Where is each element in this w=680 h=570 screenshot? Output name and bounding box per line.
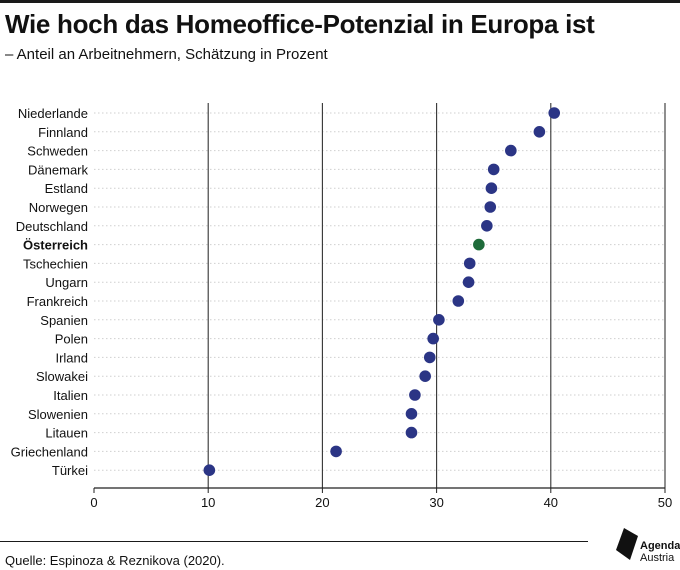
bottom-rule bbox=[0, 541, 588, 542]
y-category-label: Spanien bbox=[40, 313, 88, 328]
y-category-label: Frankreich bbox=[27, 294, 88, 309]
y-category-label: Estland bbox=[45, 181, 88, 196]
y-category-label: Tschechien bbox=[23, 256, 88, 271]
data-point bbox=[423, 351, 436, 364]
data-point bbox=[462, 276, 475, 289]
y-category-label: Litauen bbox=[45, 426, 88, 441]
y-axis-labels: Niederlande Finnland Schweden Dänemark Estla… bbox=[11, 106, 89, 478]
logo-line-2: Austria bbox=[640, 552, 675, 564]
data-point bbox=[433, 314, 445, 326]
y-category-label: Slowenien bbox=[28, 407, 88, 422]
x-tick-label: 10 bbox=[201, 495, 215, 510]
data-point bbox=[203, 464, 216, 477]
data-point-highlight bbox=[473, 238, 485, 251]
data-point bbox=[548, 107, 561, 119]
data-point bbox=[427, 332, 439, 345]
y-category-label: Italien bbox=[53, 388, 88, 403]
y-category-label: Slowakei bbox=[36, 369, 88, 384]
data-point bbox=[481, 220, 493, 232]
logo-wordmark: Agenda Austria bbox=[640, 540, 680, 564]
x-axis: 0 10 20 30 40 50 bbox=[90, 487, 672, 510]
x-tick-label: 50 bbox=[658, 495, 672, 510]
data-point bbox=[405, 426, 418, 439]
y-category-label: Polen bbox=[55, 332, 88, 347]
data-point bbox=[485, 182, 498, 194]
data-point bbox=[452, 295, 465, 307]
data-point bbox=[405, 408, 418, 420]
top-rule bbox=[0, 0, 680, 3]
dot-plot: 0 10 20 30 40 50 Niederlande Finnland Schweden D… bbox=[11, 103, 672, 510]
data-point bbox=[419, 370, 431, 383]
chart-subtitle: – Anteil an Arbeitnehmern, Schätzung in … bbox=[5, 46, 328, 63]
x-tick-label: 0 bbox=[90, 495, 97, 510]
data-point bbox=[533, 126, 546, 138]
row-guides bbox=[94, 112, 665, 471]
x-tick-label: 20 bbox=[315, 495, 329, 510]
y-category-label: Irland bbox=[55, 350, 88, 365]
major-gridlines bbox=[207, 103, 666, 488]
y-category-label: Dänemark bbox=[28, 162, 88, 177]
logo-line-1: Agenda bbox=[640, 540, 680, 552]
y-category-label: Niederlande bbox=[18, 106, 88, 121]
data-point bbox=[409, 389, 421, 401]
y-category-label: Deutschland bbox=[16, 219, 88, 234]
agenda-austria-logo-icon bbox=[616, 528, 638, 560]
y-category-label: Ungarn bbox=[45, 275, 88, 290]
data-point bbox=[330, 445, 342, 458]
y-category-label: Norwegen bbox=[29, 200, 88, 215]
x-tick-label: 40 bbox=[544, 495, 558, 510]
y-category-label: Griechenland bbox=[11, 444, 88, 459]
data-point bbox=[484, 201, 497, 213]
data-point bbox=[505, 144, 517, 157]
y-category-label: Türkei bbox=[52, 463, 88, 478]
data-points bbox=[203, 107, 561, 477]
x-tick-label: 30 bbox=[429, 495, 443, 510]
chart-title: Wie hoch das Homeoffice-Potenzial in Eur… bbox=[5, 9, 595, 39]
y-category-label: Finnland bbox=[38, 125, 88, 140]
y-category-label: Schweden bbox=[27, 144, 88, 159]
source-note: Quelle: Espinoza & Reznikova (2020). bbox=[5, 553, 225, 568]
y-category-label: Österreich bbox=[23, 238, 88, 253]
data-point bbox=[463, 257, 476, 270]
data-point bbox=[487, 163, 500, 176]
